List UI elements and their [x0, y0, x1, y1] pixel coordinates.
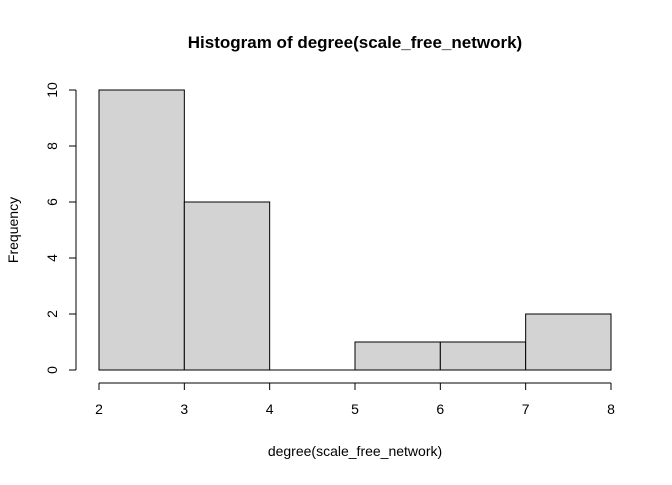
- y-tick-label: 6: [44, 198, 60, 206]
- x-tick-label: 6: [436, 401, 444, 417]
- x-axis: 2 3 4 5 6 7 8: [95, 382, 615, 417]
- x-tick-label: 4: [266, 401, 274, 417]
- histogram-bar-2: [183, 201, 271, 371]
- histogram-bar-6: [525, 313, 612, 371]
- x-tick-label: 8: [607, 401, 615, 417]
- x-tick-label: 7: [522, 401, 530, 417]
- chart-title: Histogram of degree(scale_free_network): [188, 33, 522, 52]
- y-tick-label: 0: [44, 366, 60, 374]
- x-tick-label: 2: [95, 401, 103, 417]
- x-axis-label: degree(scale_free_network): [268, 443, 442, 459]
- histogram-bar-5: [439, 341, 527, 371]
- y-tick-label: 8: [44, 142, 60, 150]
- x-tick-label: 5: [351, 401, 359, 417]
- histogram-bar-4: [354, 341, 441, 371]
- y-axis-label: Frequency: [5, 197, 21, 263]
- y-axis: 0 2 4 6 8 10: [44, 82, 77, 374]
- bars-group: [98, 89, 612, 371]
- x-tick-label: 3: [180, 401, 188, 417]
- y-tick-label: 10: [44, 82, 60, 98]
- y-tick-label: 2: [44, 310, 60, 318]
- histogram-bar-1: [98, 89, 185, 371]
- y-tick-label: 4: [44, 254, 60, 262]
